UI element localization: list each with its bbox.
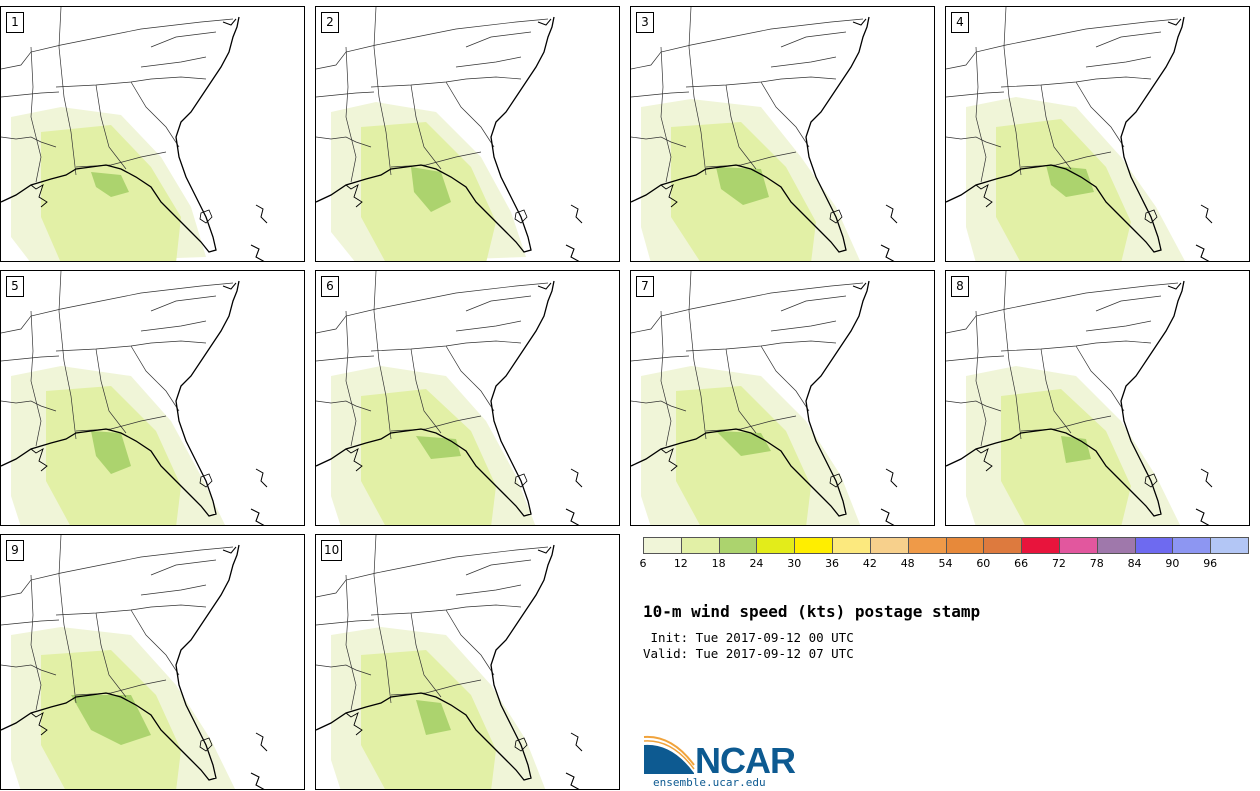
ncar-wordmark: NCAR: [695, 740, 796, 781]
colorbar-segment: [1058, 537, 1098, 554]
wind-map: [946, 7, 1213, 261]
ncar-logo: [643, 735, 695, 774]
wind-map: [1, 271, 268, 525]
colorbar-segment: [794, 537, 834, 554]
member-number: 5: [6, 276, 24, 297]
colorbar-segment: [643, 537, 682, 554]
colorbar-tick-label: 54: [938, 557, 953, 570]
colorbar-tick-label: 18: [711, 557, 726, 570]
member-number: 7: [636, 276, 654, 297]
ensemble-member-panel[interactable]: 1: [0, 6, 305, 262]
colorbar-segment: [1172, 537, 1212, 554]
ensemble-member-panel[interactable]: 10: [315, 534, 620, 790]
colorbar-segment: [718, 537, 758, 554]
member-number: 8: [951, 276, 969, 297]
member-number: 10: [321, 540, 343, 561]
colorbar-tick-label: 30: [787, 557, 802, 570]
wind-map: [1, 535, 268, 789]
ensemble-member-panel[interactable]: 7: [630, 270, 935, 526]
colorbar-segment: [1134, 537, 1174, 554]
colorbar-segment: [983, 537, 1023, 554]
colorbar-tick-label: 66: [1014, 557, 1029, 570]
ensemble-member-panel[interactable]: 2: [315, 6, 620, 262]
ensemble-member-panel[interactable]: 5: [0, 270, 305, 526]
colorbar-tick-label: 24: [749, 557, 764, 570]
valid-time: Valid: Tue 2017-09-12 07 UTC: [643, 646, 854, 661]
ensemble-url: ensemble.ucar.edu: [653, 776, 766, 789]
colorbar-tick-label: 48: [900, 557, 915, 570]
colorbar-segment: [869, 537, 909, 554]
member-number: 1: [6, 12, 24, 33]
colorbar-segment: [832, 537, 871, 554]
colorbar: [643, 537, 1249, 554]
wind-map: [316, 535, 583, 789]
ensemble-member-panel[interactable]: 8: [945, 270, 1250, 526]
member-number: 9: [6, 540, 24, 561]
colorbar-tick-label: 84: [1127, 557, 1142, 570]
wind-map: [1, 7, 268, 261]
ensemble-member-panel[interactable]: 3: [630, 6, 935, 262]
colorbar-tick-label: 78: [1089, 557, 1104, 570]
member-number: 6: [321, 276, 339, 297]
member-number: 3: [636, 12, 654, 33]
colorbar-tick-label: 60: [976, 557, 991, 570]
member-number: 4: [951, 12, 969, 33]
ensemble-member-panel[interactable]: 9: [0, 534, 305, 790]
member-number: 2: [321, 12, 339, 33]
colorbar-segment: [907, 537, 947, 554]
colorbar-tick-label: 12: [673, 557, 688, 570]
ensemble-member-panel[interactable]: 6: [315, 270, 620, 526]
colorbar-tick-label: 42: [862, 557, 877, 570]
wind-map: [316, 271, 583, 525]
wind-map: [631, 271, 898, 525]
plot-title: 10-m wind speed (kts) postage stamp: [643, 602, 981, 621]
colorbar-segment: [680, 537, 720, 554]
wind-map: [946, 271, 1213, 525]
wind-map: [316, 7, 583, 261]
colorbar-tick-label: 96: [1203, 557, 1218, 570]
colorbar-segment: [756, 537, 796, 554]
ensemble-member-panel[interactable]: 4: [945, 6, 1250, 262]
colorbar-tick-label: 36: [825, 557, 840, 570]
colorbar-tick-label: 90: [1165, 557, 1180, 570]
colorbar-tick-label: 72: [1051, 557, 1066, 570]
wind-map: [631, 7, 898, 261]
colorbar-segment: [945, 537, 985, 554]
init-time: Init: Tue 2017-09-12 00 UTC: [643, 630, 854, 645]
colorbar-segment: [1096, 537, 1136, 554]
colorbar-segment: [1021, 537, 1060, 554]
colorbar-segment: [1210, 537, 1249, 554]
colorbar-tick-label: 6: [639, 557, 647, 570]
